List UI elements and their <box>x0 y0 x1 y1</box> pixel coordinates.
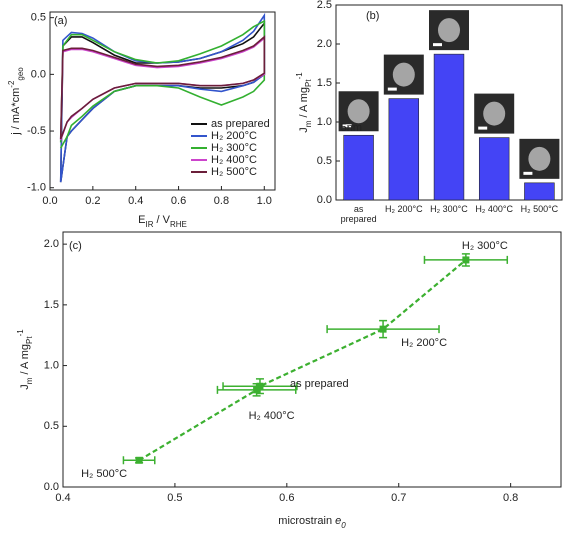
x-tick-label: H₂ 200°C <box>384 204 423 214</box>
label-part: 0 <box>341 521 346 530</box>
plot-frame <box>62 231 562 488</box>
y-tick-label: 0.0 <box>31 68 46 80</box>
label-part: geo <box>16 67 25 81</box>
point-label: H₂ 500°C <box>81 468 127 480</box>
label-part: -1 <box>295 72 304 80</box>
label-part: m <box>304 120 313 127</box>
bar <box>343 134 374 201</box>
bar <box>388 98 420 201</box>
x-tick-label: 0.2 <box>85 195 100 207</box>
axis-label: microstrain e0 <box>278 515 346 530</box>
label-part: / A mg <box>298 87 310 121</box>
x-tick-label: as prepared <box>340 204 377 224</box>
scale-bar <box>433 43 442 47</box>
bar <box>478 137 510 201</box>
cv-curve <box>59 35 266 140</box>
y-tick-label: 0.0 <box>44 481 59 493</box>
legend-label: as prepared <box>211 118 270 130</box>
label-part: microstrain <box>278 515 335 527</box>
point <box>256 382 264 390</box>
y-tick-label: 1.0 <box>317 116 332 128</box>
plot-frame <box>49 11 276 191</box>
label-part: / V <box>153 214 170 226</box>
y-tick-label: 0.5 <box>31 12 46 24</box>
label-part: -2 <box>7 80 16 88</box>
x-tick-label: 1.0 <box>257 195 272 207</box>
label-part: IR <box>145 220 153 229</box>
point <box>379 325 387 333</box>
y-tick-label: 2.0 <box>317 38 332 50</box>
y-tick-label: 2.5 <box>317 0 332 11</box>
axis-label: EIR / VRHE <box>138 214 187 229</box>
y-tick-label: 1.5 <box>317 77 332 89</box>
axis-label: j / mA*cm-2geo <box>7 67 25 136</box>
x-tick-label: 0.8 <box>503 492 518 504</box>
axis-label: Jm / A mgPt-1 <box>295 72 313 133</box>
x-tick-label: H₂ 500°C <box>520 204 559 214</box>
panel-label: (c) <box>69 240 82 252</box>
label-part: m <box>25 377 34 384</box>
label-part: / A mg <box>19 344 31 378</box>
x-tick-label: 0.6 <box>279 492 294 504</box>
trend-line <box>138 259 467 462</box>
scale-bar <box>387 87 397 91</box>
x-tick-label: H₂ 300°C <box>430 204 468 214</box>
y-tick-label: 2.0 <box>44 238 59 250</box>
label-part: Pt <box>304 79 313 87</box>
panel-label: (b) <box>366 10 379 22</box>
tem-particle <box>347 99 370 124</box>
x-tick-label: H₂ 400°C <box>475 204 513 214</box>
y-tick-label: 1.0 <box>44 359 59 371</box>
point <box>253 386 261 394</box>
scale-bar <box>478 126 488 130</box>
y-tick-label: 1.5 <box>44 299 59 311</box>
y-tick-label: -0.5 <box>27 125 46 137</box>
x-tick-label: 0.5 <box>167 492 182 504</box>
legend-label: H₂ 400°C <box>211 154 257 166</box>
panel-label: (a) <box>54 15 67 27</box>
x-tick-label: 0.4 <box>128 195 143 207</box>
point-label: H₂ 300°C <box>462 240 508 252</box>
x-tick-label: 0.6 <box>171 195 186 207</box>
x-tick-label: 0.4 <box>55 492 70 504</box>
point <box>462 256 470 264</box>
label-part: J <box>298 127 310 133</box>
y-tick-label: 0.0 <box>317 194 332 206</box>
y-tick-label: -1.0 <box>27 182 46 194</box>
label-part: -1 <box>16 329 25 337</box>
bar <box>524 182 555 201</box>
tem-particle <box>438 18 460 43</box>
y-tick-label: 0.5 <box>317 155 332 167</box>
point <box>135 456 143 464</box>
tem-particle <box>528 146 551 171</box>
x-tick-label: 0.7 <box>391 492 406 504</box>
legend-label: H₂ 200°C <box>211 130 257 142</box>
x-tick-label: 0.8 <box>214 195 229 207</box>
point-label: as prepared <box>290 378 349 390</box>
legend-label: H₂ 300°C <box>211 142 257 154</box>
scale-bar <box>523 171 533 175</box>
label-part: E <box>138 214 145 226</box>
label-part: Pt <box>25 336 34 344</box>
y-tick-label: 0.5 <box>44 420 59 432</box>
label-part: e <box>335 515 341 527</box>
label-part: RHE <box>170 220 187 229</box>
legend-label: H₂ 500°C <box>211 166 257 178</box>
scale-label: 5nm <box>341 122 362 134</box>
bar <box>433 53 465 201</box>
point-label: H₂ 200°C <box>401 337 447 349</box>
x-tick-label: 0.0 <box>42 195 57 207</box>
axis-label: Jm / A mgPt-1 <box>16 329 34 390</box>
point-label: H₂ 400°C <box>249 410 295 422</box>
label-part: J <box>19 384 31 390</box>
label-part: j / mA*cm <box>10 88 22 136</box>
tem-particle <box>392 62 415 87</box>
scale-bar <box>342 124 352 128</box>
tem-particle <box>483 101 506 126</box>
